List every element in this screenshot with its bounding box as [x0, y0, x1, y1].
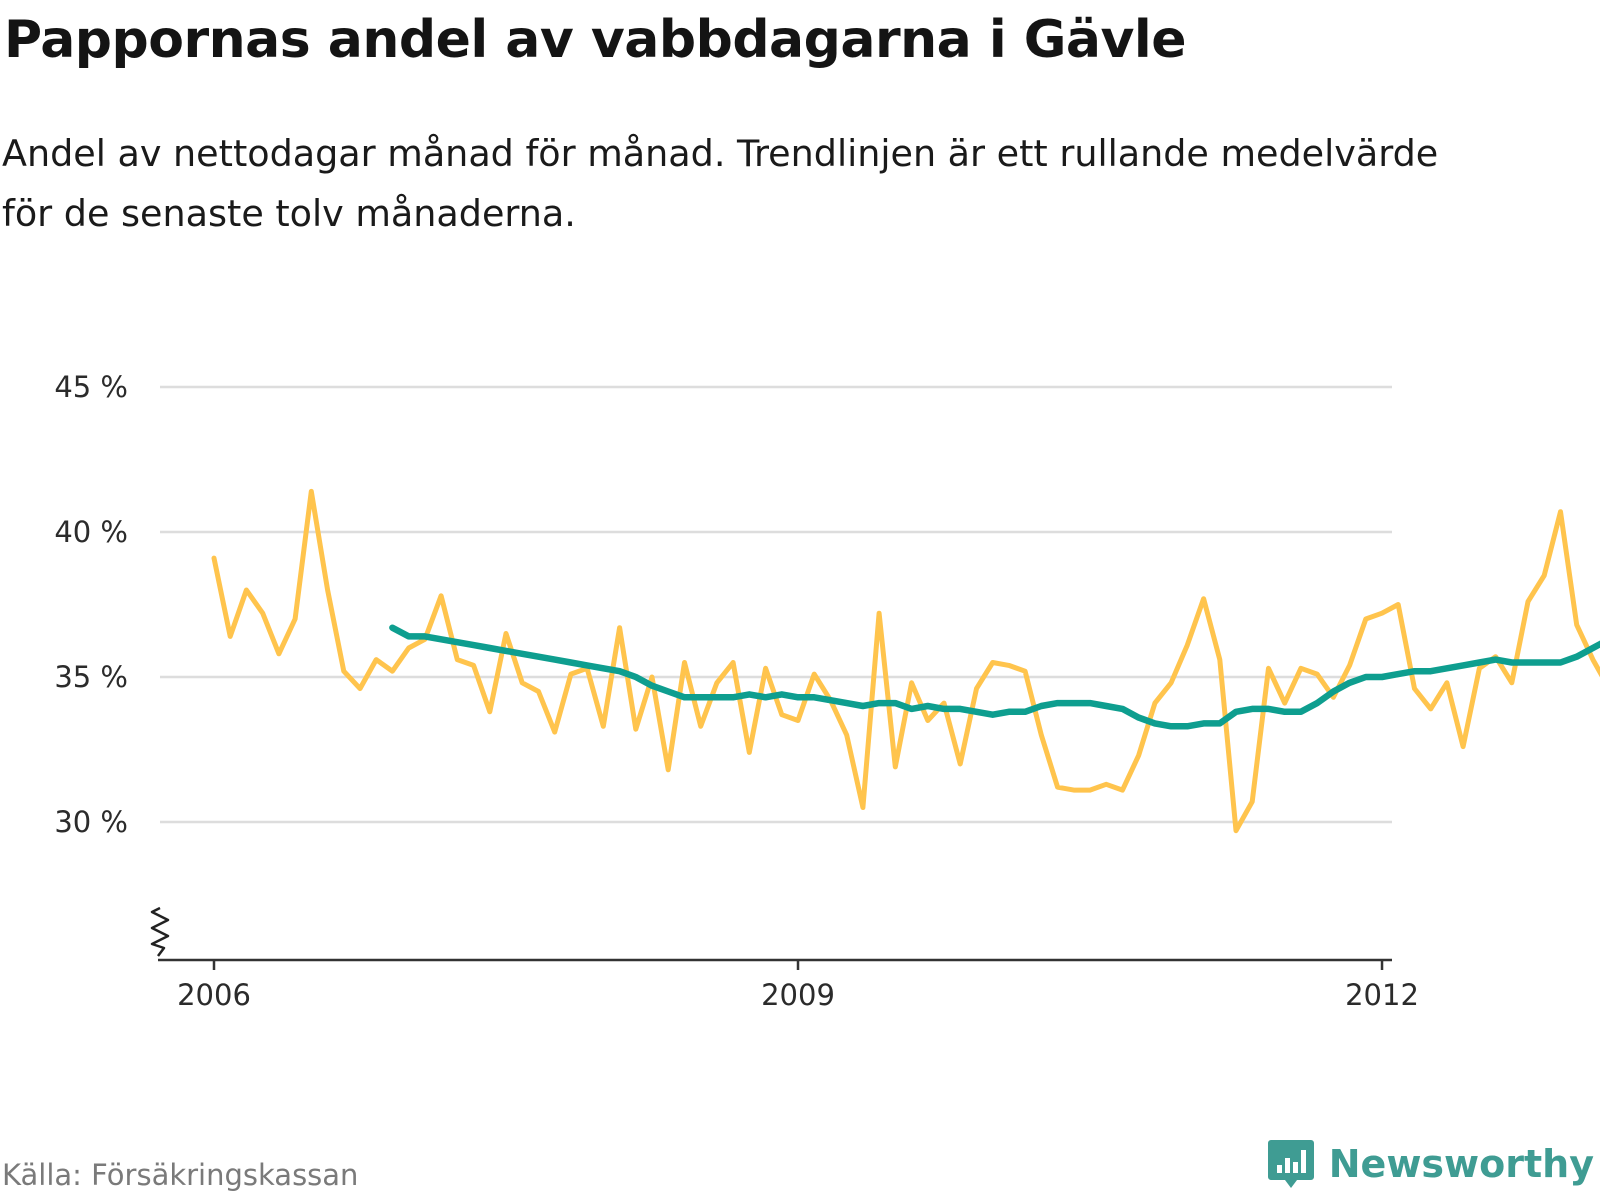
y-tick-label: 30 % — [54, 805, 128, 839]
y-tick-label: 45 % — [54, 370, 128, 404]
series-line-per-manad — [211, 488, 1600, 834]
y-tick-label: 35 % — [54, 660, 128, 694]
chart-title: Pappornas andel av vabbdagarna i Gävle — [4, 10, 1187, 70]
y-axis: 30 % 35 % 40 % 45 % — [54, 370, 170, 957]
line-chart: 30 %35 %40 %45 % 20062009201220152018202… — [54, 370, 1600, 1012]
x-tick-label: 2012 — [1345, 978, 1419, 1012]
x-axis: 2006200920122015201820212023 — [158, 958, 1419, 1012]
x-tick-label: 2009 — [761, 978, 835, 1012]
axis-break-icon — [150, 906, 170, 957]
brand-name: Newsworthy — [1328, 1142, 1594, 1186]
bar-chart-speech-bubble-icon — [1267, 1140, 1314, 1188]
series — [211, 488, 1600, 834]
series-line-trend — [389, 624, 1600, 730]
x-tick-label: 2006 — [177, 978, 251, 1012]
newsworthy-logo[interactable]: Newsworthy — [1267, 1138, 1594, 1190]
y-tick-label: 40 % — [54, 515, 128, 549]
chart-subtitle: Andel av nettodagar månad för månad. Tre… — [2, 132, 1439, 235]
source-note: Källa: Försäkringskassan — [2, 1158, 359, 1192]
